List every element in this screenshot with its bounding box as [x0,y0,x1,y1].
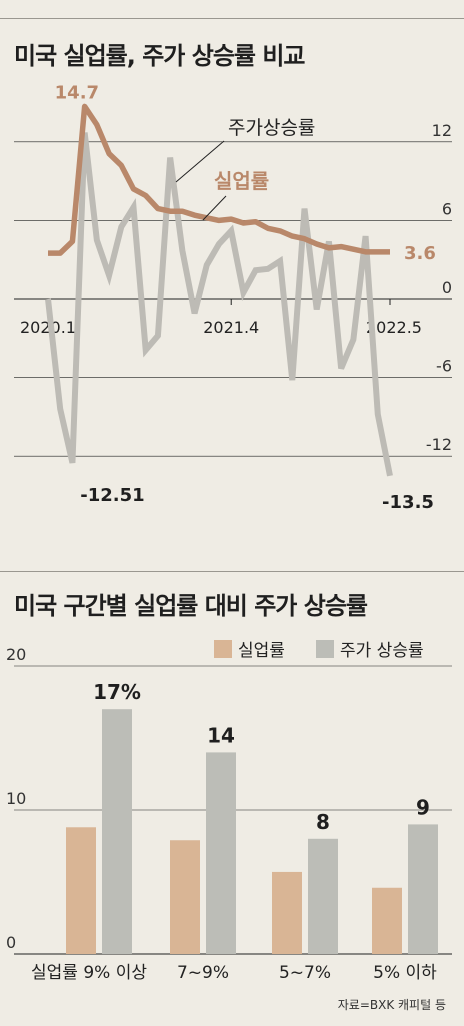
legend-swatch [214,640,232,658]
x-tick-label: 2020.1 [20,318,76,337]
source-note: 자료=BXK 캐피털 등 [337,998,446,1012]
stock-bar [408,824,438,954]
stock-series-line [45,132,393,477]
stock-series-label: 주가상승률 [228,117,315,139]
legend-label: 주가 상승률 [340,641,424,661]
category-label: 7~9% [177,963,229,983]
stock-bar [102,709,132,954]
unemployment-series-label: 실업률 [214,169,269,193]
y-tick-label: -12 [426,435,452,454]
stock-min-label: -12.51 [80,485,144,506]
bar-data-label: 14 [207,723,235,747]
legend-label: 실업률 [238,641,285,661]
unemployment-bar [170,840,200,954]
section-rule [0,571,464,572]
unemployment-label-leader [202,195,227,221]
x-tick-label: 2021.4 [203,318,259,337]
category-label: 5~7% [279,963,331,983]
top-rule [0,18,464,19]
bar-data-label: 8 [316,810,330,834]
category-label: 실업률 9% 이상 [31,963,147,983]
bar-data-label: 17% [93,680,141,704]
y-tick-label: 10 [6,789,26,808]
y-tick-label: 20 [6,645,26,664]
unemployment-series-line [48,103,390,256]
unemployment-bar [372,887,402,954]
x-tick-label: 2022.5 [366,318,422,337]
unemployment-bar [272,871,302,954]
unemployment-bar [66,827,96,954]
bar-data-label: 9 [416,795,430,819]
unemployment-end-label: 3.6 [404,243,436,264]
chart2-title: 미국 구간별 실업률 대비 주가 상승률 [14,592,368,620]
chart1-title: 미국 실업률, 주가 상승률 비교 [14,42,305,70]
stock-label-leader [175,140,225,183]
legend-swatch [316,640,334,658]
y-tick-label: 6 [442,199,452,218]
category-label: 5% 이하 [373,963,437,983]
stock-bar [308,838,338,954]
y-tick-label: 0 [6,933,16,952]
y-tick-label: 0 [442,278,452,297]
stock-bar [206,752,236,954]
stock-end-label: -13.5 [382,492,434,513]
y-tick-label: 12 [432,121,452,140]
y-tick-label: -6 [436,357,452,376]
unemployment-peak-label: 14.7 [55,82,99,103]
